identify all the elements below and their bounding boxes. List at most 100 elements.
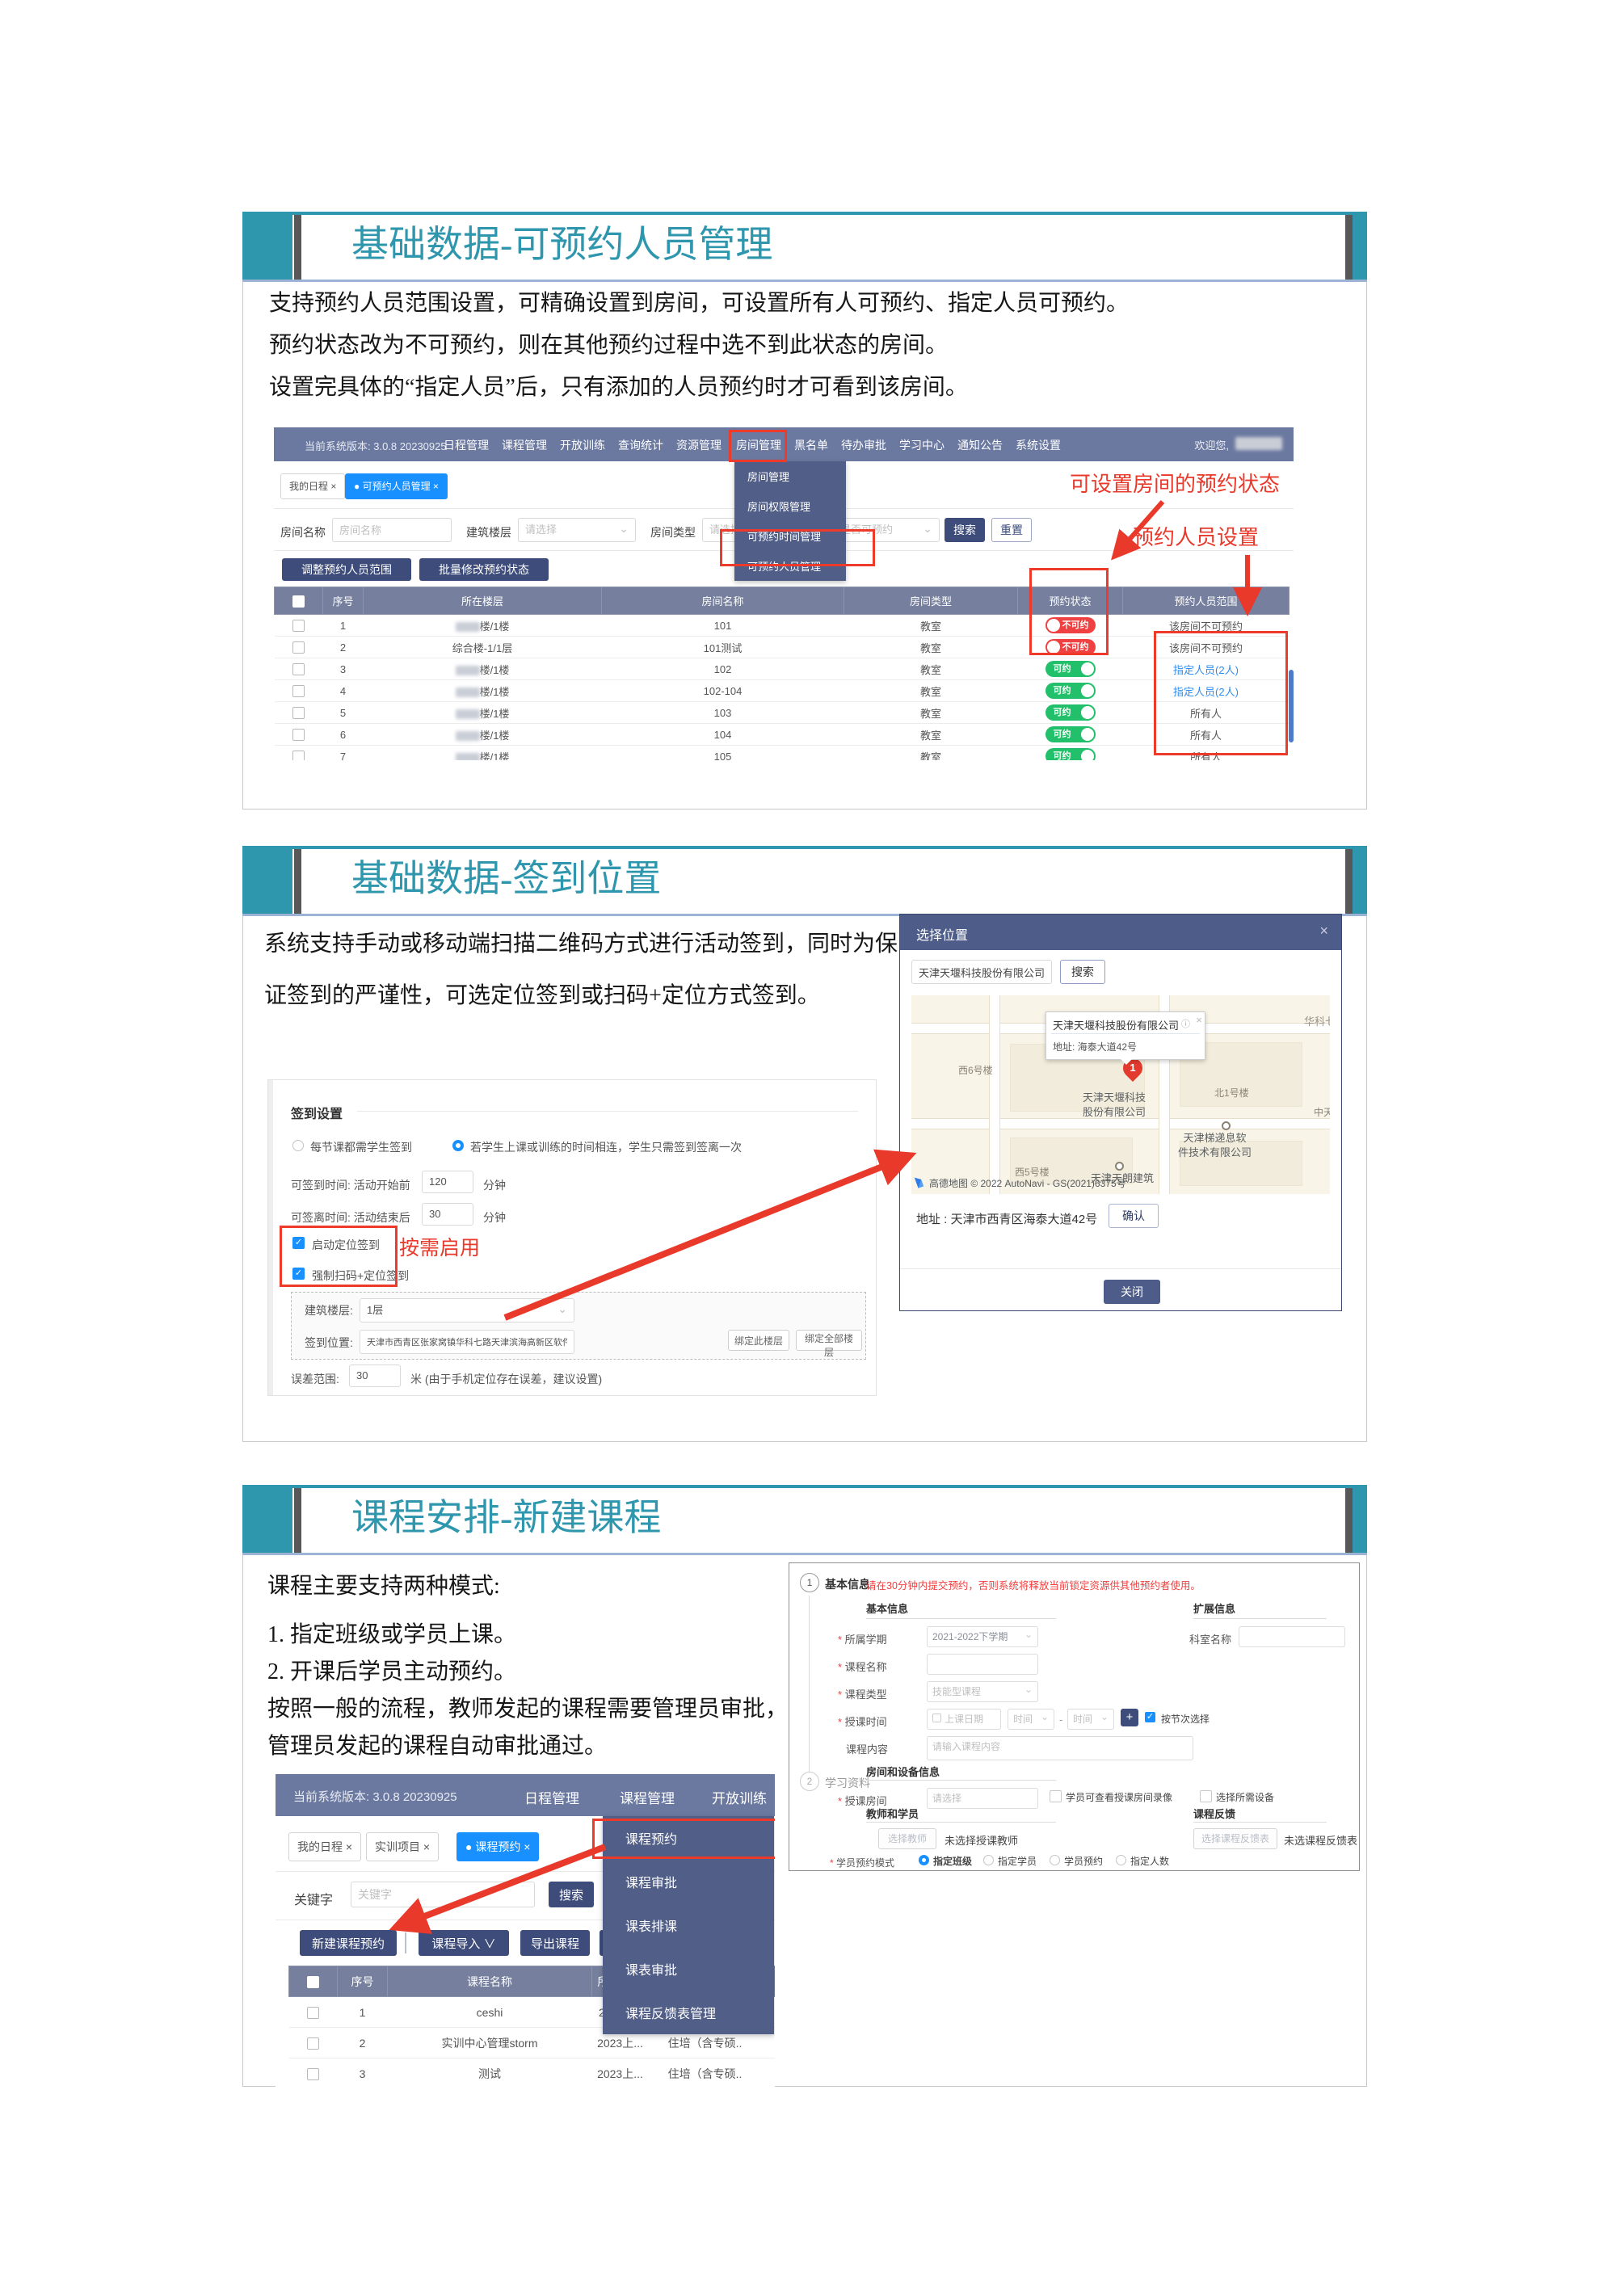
map-search-button[interactable]: 搜索: [1060, 960, 1105, 984]
row-checkbox[interactable]: [292, 751, 305, 760]
tab-my-schedule[interactable]: 我的日程 ×: [288, 1832, 362, 1861]
nav-room[interactable]: 房间管理: [736, 439, 781, 452]
term-select[interactable]: 2021-2022下学期: [927, 1626, 1038, 1647]
bind-floor-button[interactable]: 绑定此楼层: [728, 1330, 789, 1351]
row-checkbox[interactable]: [307, 2067, 319, 2080]
nav-schedule[interactable]: 日程管理: [524, 1791, 579, 1806]
error-range-input[interactable]: [349, 1365, 401, 1387]
nav-schedule[interactable]: 日程管理: [444, 439, 489, 452]
booking-toggle-on[interactable]: 可约: [1045, 661, 1096, 677]
course-import-button[interactable]: 课程导入 ∨: [419, 1930, 509, 1956]
menu-item-timetable-scheduling[interactable]: 课表排课: [625, 1920, 678, 1934]
new-course-booking-button[interactable]: 新建课程预约: [300, 1930, 397, 1956]
booking-toggle-on[interactable]: 可约: [1045, 726, 1096, 742]
filter-room-name-input[interactable]: [332, 518, 452, 542]
adjust-scope-button[interactable]: 调整预约人员范围: [282, 558, 411, 581]
checkout-time-input[interactable]: [422, 1203, 473, 1226]
location-search-input[interactable]: [911, 960, 1052, 984]
booking-toggle-off[interactable]: 不可约: [1045, 639, 1096, 655]
map[interactable]: 西6号楼 北1号楼 中天 华科七 西5号楼 1 天津天堰科技股份有限公司 天津梯…: [911, 995, 1330, 1194]
booking-toggle-on[interactable]: 可约: [1045, 748, 1096, 760]
nav-notice[interactable]: 通知公告: [957, 439, 1003, 452]
row-checkbox[interactable]: [292, 641, 305, 654]
nav-course[interactable]: 课程管理: [502, 439, 547, 452]
radio-once-selected[interactable]: [452, 1140, 464, 1151]
mode-radio-class-selected[interactable]: [919, 1855, 929, 1865]
nav-resource[interactable]: 资源管理: [676, 439, 722, 452]
start-time-select[interactable]: 时间: [1008, 1709, 1054, 1730]
close-button[interactable]: 关闭: [1104, 1280, 1160, 1304]
popup-close-icon[interactable]: ×: [1196, 1014, 1202, 1026]
menu-item-bookable-time[interactable]: 可预约时间管理: [747, 531, 822, 543]
course-type-select[interactable]: 技能型课程: [927, 1681, 1038, 1702]
select-teacher-button[interactable]: 选择教师: [878, 1828, 936, 1849]
nav-open-training[interactable]: 开放训练: [560, 439, 605, 452]
scrollbar-thumb[interactable]: [1289, 670, 1294, 742]
booking-toggle-on[interactable]: 可约: [1045, 683, 1096, 699]
end-time-select[interactable]: 时间: [1067, 1709, 1114, 1730]
mode-radio-student[interactable]: [983, 1855, 994, 1865]
nav-open-training[interactable]: 开放训练: [712, 1791, 767, 1806]
select-all-checkbox-header[interactable]: [288, 1966, 338, 1997]
keyword-input[interactable]: [351, 1882, 535, 1907]
row-checkbox[interactable]: [292, 663, 305, 676]
menu-item-room-mgmt[interactable]: 房间管理: [747, 471, 790, 483]
checkbox-location-checkin[interactable]: [292, 1237, 305, 1249]
tab-course-booking[interactable]: ● 课程预约 ×: [456, 1832, 540, 1861]
device-checkbox[interactable]: [1200, 1790, 1212, 1802]
select-all-checkbox[interactable]: [292, 595, 305, 608]
nav-course[interactable]: 课程管理: [620, 1791, 675, 1806]
reset-button[interactable]: 重置: [991, 518, 1032, 542]
room-select[interactable]: 请选择: [927, 1788, 1038, 1809]
tab-my-schedule[interactable]: 我的日程 ×: [280, 473, 346, 499]
select-all-checkbox[interactable]: [307, 1975, 319, 1988]
tab-bookable-people[interactable]: ● 可预约人员管理 ×: [345, 473, 448, 499]
menu-item-course-approval[interactable]: 课程审批: [625, 1877, 678, 1890]
nav-approvals[interactable]: 待办审批: [841, 439, 886, 452]
dept-input[interactable]: [1239, 1626, 1345, 1647]
row-checkbox[interactable]: [307, 2006, 319, 2019]
export-course-button[interactable]: 导出课程: [520, 1930, 590, 1956]
checkbox-scan-location[interactable]: [292, 1268, 305, 1280]
bind-all-floors-button[interactable]: 绑定全部楼层: [796, 1330, 862, 1358]
nav-query-stats[interactable]: 查询统计: [618, 439, 663, 452]
mode-radio-booking[interactable]: [1050, 1855, 1060, 1865]
search-button[interactable]: 搜索: [549, 1882, 594, 1907]
booking-toggle-off[interactable]: 不可约: [1045, 617, 1096, 633]
filter-floor-select[interactable]: 请选择: [518, 517, 636, 542]
menu-item-feedback-mgmt[interactable]: 课程反馈表管理: [625, 2008, 717, 2021]
add-time-button[interactable]: +: [1121, 1709, 1138, 1726]
location-input[interactable]: [360, 1330, 574, 1354]
date-input[interactable]: 上课日期: [927, 1709, 1001, 1730]
tab-training-project[interactable]: 实训项目 ×: [366, 1832, 440, 1861]
cell-scope-link[interactable]: 指定人员(2人): [1122, 658, 1290, 680]
close-icon[interactable]: ×: [1319, 923, 1328, 939]
nav-learning-center[interactable]: 学习中心: [899, 439, 945, 452]
cell-scope-link[interactable]: 指定人员(2人): [1122, 679, 1290, 702]
menu-item-timetable-approval[interactable]: 课表审批: [625, 1964, 678, 1978]
row-checkbox[interactable]: [292, 729, 305, 742]
search-button[interactable]: 搜索: [945, 518, 985, 542]
menu-item-course-booking[interactable]: 课程预约: [625, 1833, 678, 1847]
menu-item-room-permission[interactable]: 房间权限管理: [747, 501, 811, 513]
by-section-checkbox[interactable]: [1145, 1712, 1155, 1722]
row-checkbox[interactable]: [307, 2037, 319, 2050]
row-checkbox[interactable]: [292, 685, 305, 698]
course-name-input[interactable]: [927, 1654, 1038, 1675]
row-checkbox[interactable]: [292, 620, 305, 633]
booking-toggle-on[interactable]: 可约: [1045, 704, 1096, 721]
nav-blacklist[interactable]: 黑名单: [794, 439, 828, 452]
floor-select[interactable]: 1层: [360, 1297, 574, 1323]
menu-item-bookable-people[interactable]: 可预约人员管理: [747, 561, 822, 573]
content-textarea[interactable]: 请输入课程内容: [927, 1736, 1193, 1760]
batch-status-button[interactable]: 批量修改预约状态: [419, 558, 549, 581]
confirm-button[interactable]: 确认: [1109, 1204, 1159, 1228]
video-checkbox[interactable]: [1050, 1790, 1062, 1802]
nav-settings[interactable]: 系统设置: [1016, 439, 1061, 452]
select-all-checkbox-header[interactable]: [274, 587, 323, 615]
select-feedback-button[interactable]: 选择课程反馈表: [1193, 1828, 1277, 1849]
checkin-time-input[interactable]: [422, 1171, 473, 1193]
row-checkbox[interactable]: [292, 707, 305, 720]
mode-radio-count[interactable]: [1116, 1855, 1126, 1865]
radio-per-class[interactable]: [292, 1140, 304, 1151]
